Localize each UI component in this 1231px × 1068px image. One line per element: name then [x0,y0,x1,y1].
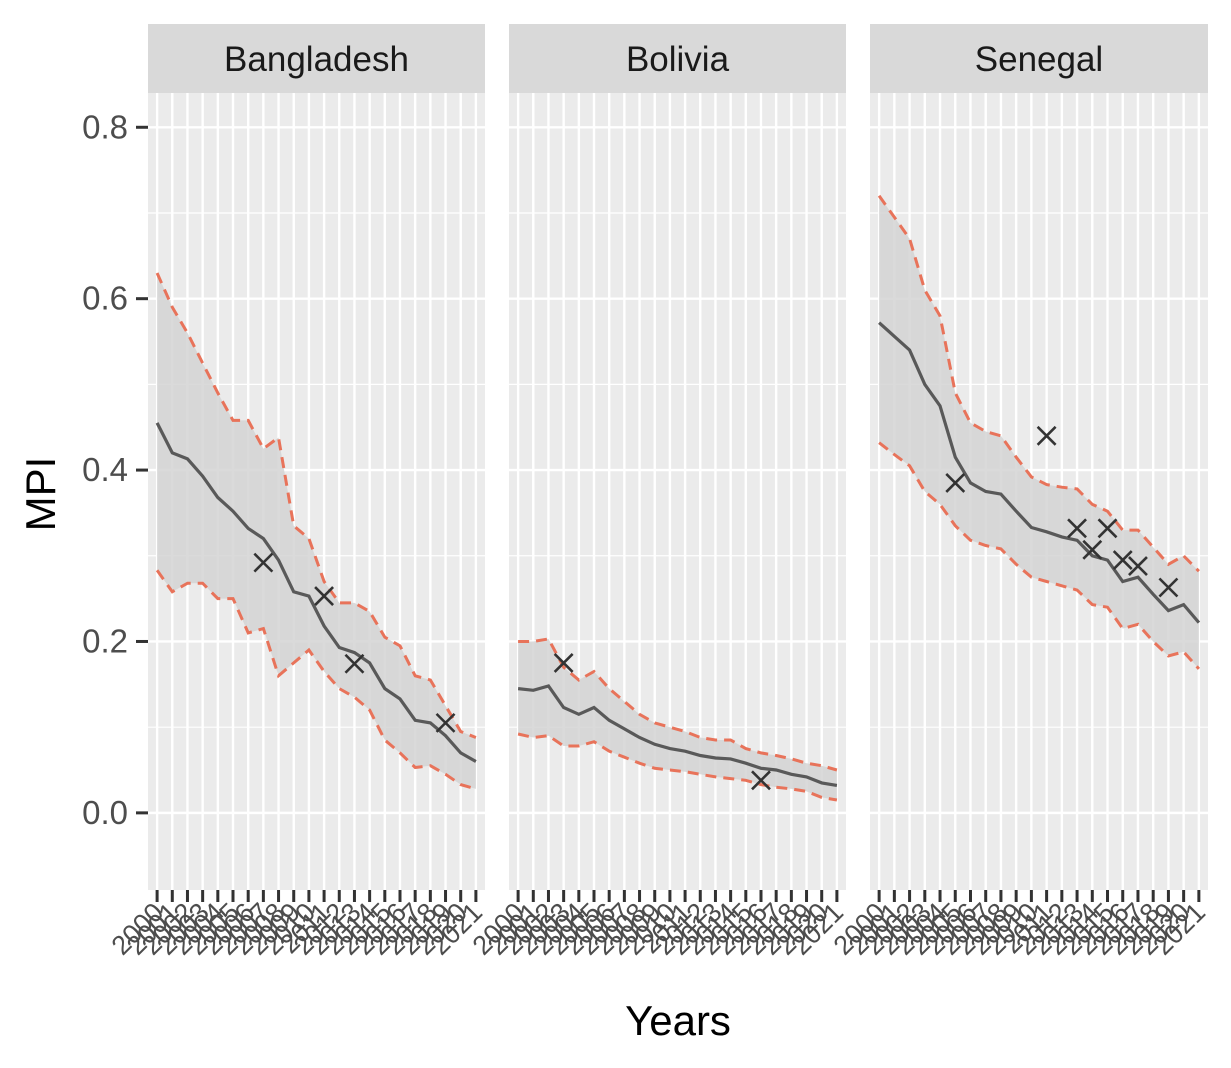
observed-point [1067,518,1087,539]
lower-bound-line [517,732,838,802]
observed-point [1112,550,1133,570]
panels-layer: Bangladesh200020012002200320042005200620… [106,24,1211,961]
facet-strip [509,24,846,93]
point-stroke [945,473,966,493]
panel-senegal: Senegal200020012002200320042005200620072… [828,24,1211,961]
upper-bound-line [877,194,1200,573]
y-axis: 0.0 0.2 0.4 0.6 0.8 [82,108,148,831]
point-stroke [1097,518,1118,539]
upper-bound-line [155,272,477,739]
estimate-line [878,321,1201,624]
observed-point [1082,539,1103,560]
uncertainty-ribbon [157,273,476,789]
observed-point [1036,425,1057,446]
y-tick-label: 0.8 [82,108,128,145]
observed-point [1128,556,1148,576]
observed-point [553,652,574,673]
point-stroke [1128,556,1148,576]
point-stroke [1082,539,1103,560]
upper-bound-line [518,637,838,772]
point-stroke [435,712,456,733]
panel-bolivia: Bolivia200020012002200320042005200620072… [467,24,849,961]
point-stroke [751,770,771,791]
facet-strip [148,24,485,93]
y-tick-label: 0.6 [82,280,128,317]
observed-point [314,586,335,606]
point-stroke [344,653,365,674]
observed-point [945,473,966,493]
panel-bangladesh: Bangladesh200020012002200320042005200620… [106,24,488,961]
observed-point [435,712,456,733]
x-axis-title: Years [625,997,731,1044]
observed-point [344,653,365,674]
point-stroke [1036,425,1057,446]
facet-strip-label: Bolivia [626,40,730,79]
point-stroke [1112,550,1133,570]
lower-bound-line [878,441,1201,670]
observed-point [253,552,274,573]
point-stroke [1158,577,1179,598]
observed-point [1158,577,1179,598]
y-tick-label: 0.4 [82,451,128,488]
estimate-line [155,422,477,763]
facet-strip-label: Bangladesh [224,40,409,79]
uncertainty-ribbon [518,638,837,800]
y-tick-label: 0.0 [82,794,128,831]
point-stroke [553,652,574,673]
y-axis-title: MPI [17,457,64,532]
y-tick-label: 0.2 [82,622,128,659]
uncertainty-ribbon [879,195,1199,669]
observed-point [751,770,771,791]
facet-strip [870,24,1208,93]
estimate-line [517,684,838,787]
point-stroke [253,552,274,573]
observed-point [1097,518,1118,539]
point-stroke [314,586,335,606]
point-stroke [1067,518,1087,539]
facet-strip-label: Senegal [975,40,1103,79]
